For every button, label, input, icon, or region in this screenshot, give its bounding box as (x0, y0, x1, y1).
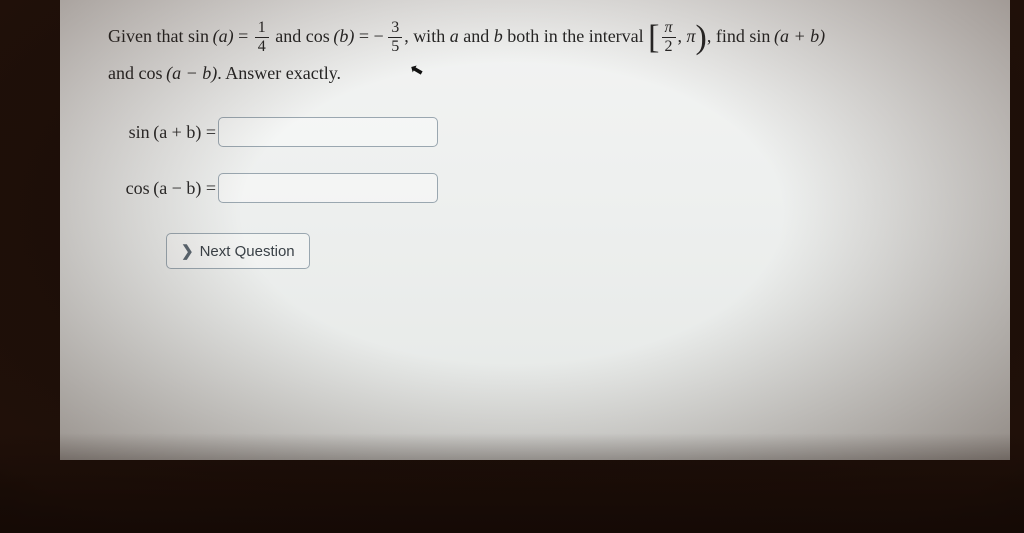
pi: π (687, 26, 696, 46)
next-question-button[interactable]: ❯ Next Question (166, 233, 310, 269)
frac-1-4: 14 (255, 20, 269, 55)
interval-lead: both in the interval (503, 26, 648, 46)
find1-arg: (a + b) (774, 26, 825, 46)
den-5: 5 (388, 38, 402, 55)
label1-func: sin (129, 122, 150, 142)
cos-b-arg: (b) (333, 26, 354, 46)
sin-a-arg: (a) (213, 26, 234, 46)
and2: and (459, 26, 494, 46)
find2-arg: (a − b) (166, 63, 217, 83)
label2-arg: (a − b) (153, 178, 201, 198)
answer-row-cos: cos (a − b) = (108, 173, 982, 203)
chevron-right-icon: ❯ (181, 242, 194, 260)
eq2: = (354, 26, 373, 46)
sin-a-func: sin (188, 26, 209, 46)
frac-3-5: 35 (388, 20, 402, 55)
and1: and (271, 26, 306, 46)
answer-row-sin: sin (a + b) = (108, 117, 982, 147)
label2-func: cos (126, 178, 150, 198)
comma: , (678, 26, 687, 46)
label1-arg: (a + b) (153, 122, 201, 142)
var-a: a (450, 26, 459, 46)
input-cos-a-minus-b[interactable] (218, 173, 438, 203)
num-3: 3 (388, 20, 402, 38)
den-4: 4 (255, 38, 269, 55)
line2-answer: . Answer exactly. (217, 63, 341, 83)
neg: − (374, 26, 389, 46)
find1-func: sin (749, 26, 770, 46)
find2-func: cos (139, 63, 163, 83)
trail: , find (707, 26, 750, 46)
label-sin-a-plus-b: sin (a + b) = (108, 122, 218, 143)
next-button-label: Next Question (200, 243, 295, 260)
frac-pi-2: π2 (662, 20, 676, 55)
var-b: b (494, 26, 503, 46)
mid: , with (404, 26, 450, 46)
num-1: 1 (255, 20, 269, 38)
question-page: Given that sin (a) = 14 and cos (b) = − … (60, 0, 1010, 460)
line2-and: and (108, 63, 139, 83)
cos-b-func: cos (306, 26, 330, 46)
num-pi: π (662, 20, 676, 38)
eq1: = (234, 26, 253, 46)
question-text: Given that sin (a) = 14 and cos (b) = − … (108, 18, 982, 91)
den-2: 2 (662, 38, 676, 55)
text-lead: Given that (108, 26, 188, 46)
label-cos-a-minus-b: cos (a − b) = (108, 178, 218, 199)
input-sin-a-plus-b[interactable] (218, 117, 438, 147)
